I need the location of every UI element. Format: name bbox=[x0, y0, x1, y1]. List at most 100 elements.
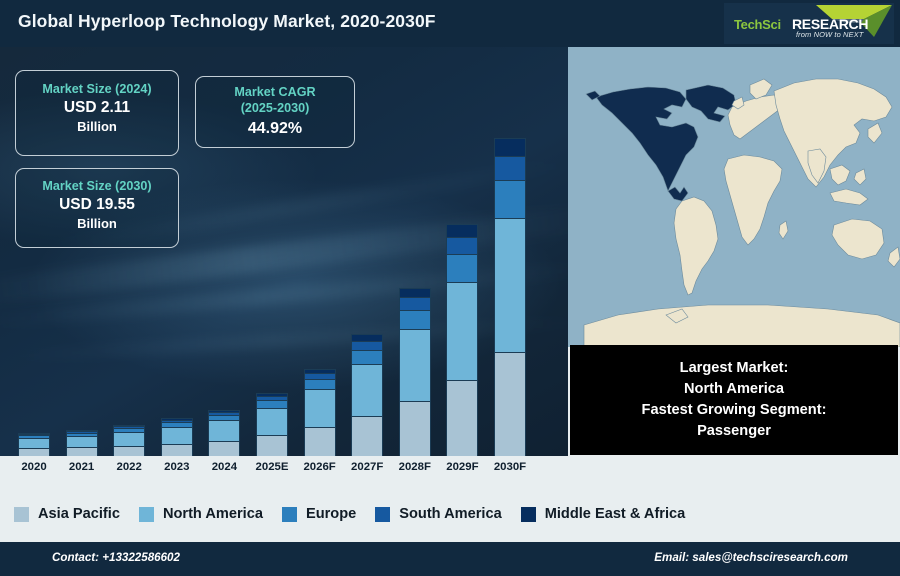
x-axis-label-2024: 2024 bbox=[211, 461, 238, 473]
bar-2020 bbox=[18, 432, 50, 456]
logo-tagline: from NOW to NEXT bbox=[796, 30, 864, 39]
bar-segment-middle-east-africa bbox=[494, 138, 526, 156]
bar-segment-europe bbox=[446, 253, 479, 282]
x-axis-label-2029F: 2029F bbox=[446, 461, 479, 473]
map-region-north-america bbox=[595, 86, 699, 192]
map-region-madagascar bbox=[778, 220, 789, 240]
legend-item-asia-pacific[interactable]: Asia Pacific bbox=[14, 506, 120, 522]
legend-label: North America bbox=[162, 506, 263, 522]
map-region-philippines bbox=[853, 168, 867, 186]
legend-item-middle-east-africa[interactable]: Middle East & Africa bbox=[520, 506, 686, 522]
legend-label: South America bbox=[399, 506, 502, 522]
bar-segment-south-america bbox=[65, 431, 98, 433]
world-map bbox=[568, 47, 900, 347]
bar-segment-asia-pacific bbox=[113, 446, 146, 456]
map-region-antarctica bbox=[583, 304, 900, 347]
world-map-svg bbox=[568, 47, 900, 347]
legend-swatch bbox=[281, 506, 297, 522]
bar-2029F bbox=[446, 224, 479, 456]
callout-line-4: Passenger bbox=[697, 423, 771, 439]
bar-segment-asia-pacific bbox=[494, 352, 526, 456]
legend-swatch bbox=[138, 506, 154, 522]
footer-contact: Contact: +13322586602 bbox=[52, 551, 180, 564]
x-axis-label-2030F: 2030F bbox=[493, 461, 527, 473]
bar-segment-south-america bbox=[303, 372, 336, 380]
bar-segment-middle-east-africa bbox=[256, 392, 288, 397]
bar-segment-north-america bbox=[494, 218, 526, 353]
kpi-value: USD 19.55 bbox=[59, 196, 135, 213]
callout-line-3: Fastest Growing Segment: bbox=[641, 402, 827, 418]
page-title: Global Hyperloop Technology Market, 2020… bbox=[18, 11, 436, 31]
map-region-scandinavia bbox=[749, 78, 773, 100]
bar-segment-north-america bbox=[113, 431, 146, 447]
map-region-antarctic-peninsula bbox=[665, 308, 689, 324]
legend-item-north-america[interactable]: North America bbox=[138, 506, 263, 522]
map-region-japan bbox=[867, 122, 883, 144]
x-axis-label-2020: 2020 bbox=[21, 461, 47, 473]
bar-segment-europe bbox=[65, 432, 98, 436]
map-region-southeast-asia bbox=[829, 164, 851, 186]
map-region-north-america bbox=[585, 90, 601, 101]
legend-item-europe[interactable]: Europe bbox=[281, 506, 357, 522]
bar-segment-middle-east-africa bbox=[446, 224, 479, 237]
bar-segment-middle-east-africa bbox=[303, 368, 336, 373]
bar-segment-asia-pacific bbox=[256, 435, 288, 456]
footer-bar: Contact: +13322586602 Email: sales@techs… bbox=[0, 542, 900, 576]
bar-segment-europe bbox=[113, 428, 146, 432]
kpi-unit: Billion bbox=[77, 216, 117, 231]
stacked-bar-chart bbox=[0, 47, 568, 456]
bar-segment-south-america bbox=[398, 297, 431, 310]
bar-2025E bbox=[256, 392, 288, 456]
logo-brand-research: RESEARCH bbox=[792, 16, 869, 32]
bar-segment-north-america bbox=[351, 363, 384, 416]
bar-segment-north-america bbox=[18, 437, 50, 449]
kpi-unit: Billion bbox=[77, 119, 117, 134]
bar-segment-asia-pacific bbox=[398, 400, 431, 456]
callout-line-1: Largest Market: bbox=[679, 360, 789, 376]
x-axis-label-2025E: 2025E bbox=[255, 461, 289, 473]
logo-arrow-icon bbox=[816, 5, 892, 37]
kpi-market-size-2024: Market Size (2024) USD 2.11 Billion bbox=[15, 70, 179, 156]
bar-segment-south-america bbox=[256, 396, 288, 401]
legend-swatch bbox=[520, 506, 536, 522]
logo-brand-tech: TechSci bbox=[734, 17, 781, 32]
bar-segment-europe bbox=[398, 309, 431, 330]
legend-label: Middle East & Africa bbox=[544, 506, 686, 522]
x-axis-label-2028F: 2028F bbox=[398, 461, 431, 473]
map-region-africa bbox=[723, 154, 783, 246]
legend-item-south-america[interactable]: South America bbox=[375, 506, 502, 522]
bar-segment-south-america bbox=[208, 411, 241, 416]
bar-segment-europe bbox=[494, 179, 526, 219]
legend-label: Europe bbox=[305, 506, 357, 522]
kpi-value: USD 2.11 bbox=[63, 99, 131, 116]
chart-legend: Asia Pacific North America Europe South Ame… bbox=[0, 486, 900, 542]
bar-segment-north-america bbox=[208, 420, 241, 441]
x-axis-label-2026F: 2026F bbox=[303, 461, 336, 473]
bar-2026F bbox=[303, 368, 336, 456]
bar-segment-middle-east-africa bbox=[113, 425, 146, 427]
legend-swatch bbox=[375, 506, 391, 522]
bar-2027F bbox=[351, 334, 384, 456]
bar-segment-europe bbox=[256, 400, 288, 408]
bar-segment-south-america bbox=[113, 426, 146, 429]
header-bar: Global Hyperloop Technology Market, 2020… bbox=[0, 0, 900, 47]
map-region-india bbox=[807, 148, 827, 184]
bar-segment-north-america bbox=[446, 281, 479, 380]
bar-segment-south-america bbox=[160, 419, 193, 423]
kpi-label: Market Size (2030) bbox=[42, 179, 152, 193]
map-landmasses bbox=[583, 78, 900, 347]
map-region-south-america bbox=[673, 196, 719, 296]
bar-segment-europe bbox=[18, 435, 50, 438]
bar-segment-europe bbox=[208, 415, 241, 421]
bar-segment-middle-east-africa bbox=[351, 334, 384, 341]
map-region-australia bbox=[831, 218, 885, 260]
map-region-north-america bbox=[667, 186, 689, 202]
x-axis-label-2027F: 2027F bbox=[351, 461, 384, 473]
footer-email: Email: sales@techsciresearch.com bbox=[654, 551, 848, 564]
bar-segment-north-america bbox=[160, 426, 193, 444]
kpi-sublabel: (2025-2030) bbox=[240, 101, 310, 115]
bar-segment-middle-east-africa bbox=[398, 288, 431, 298]
kpi-label: Market Size (2024) bbox=[42, 82, 152, 96]
bar-segment-north-america bbox=[303, 389, 336, 428]
